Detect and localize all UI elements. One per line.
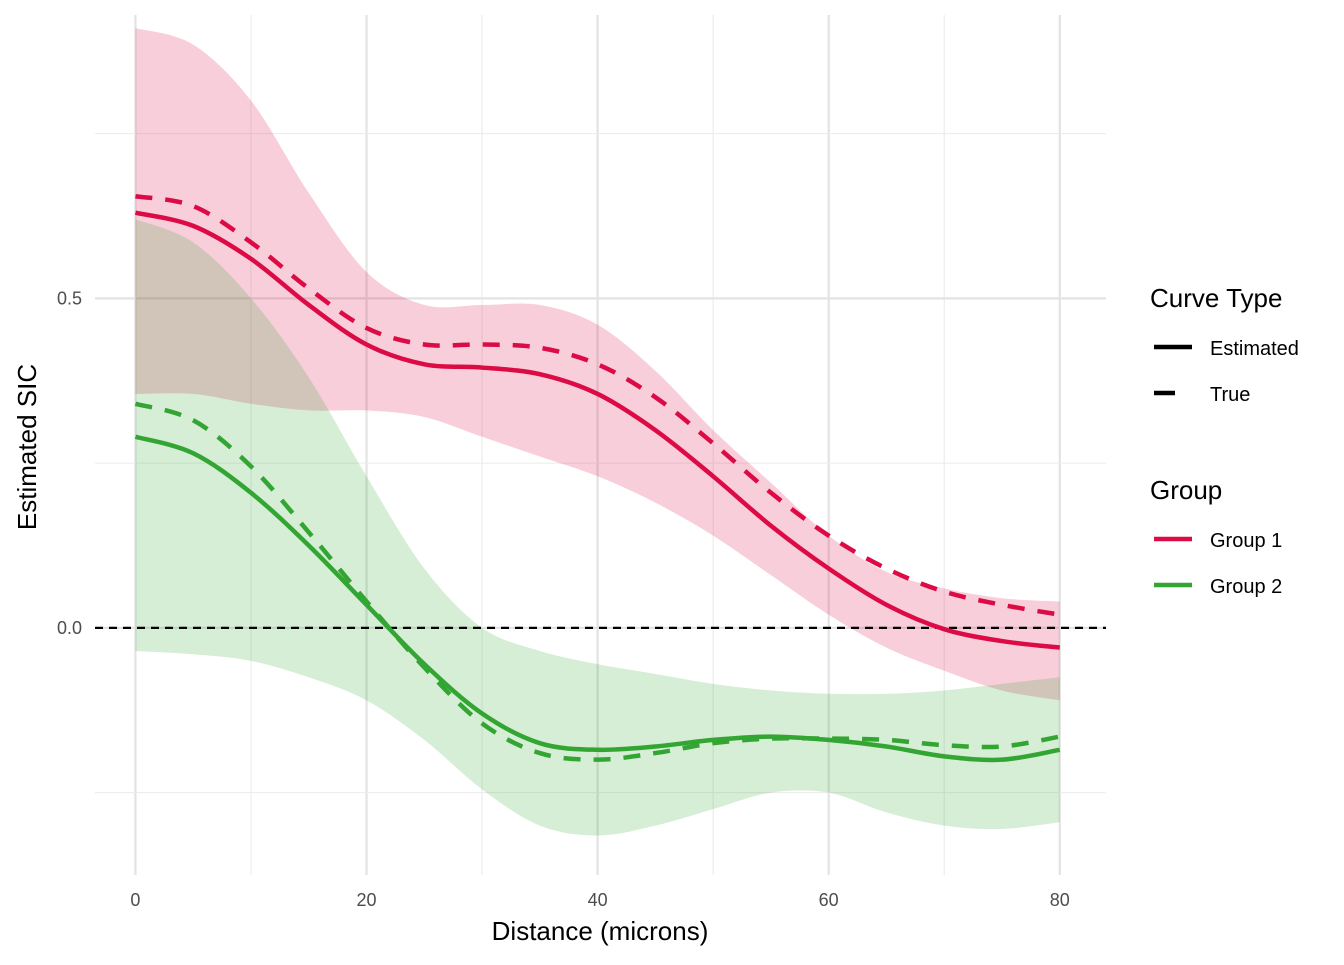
x-tick-label: 20 [357, 890, 377, 910]
legend-group: Group Group 1 Group 2 [1150, 475, 1282, 598]
x-tick-label: 80 [1050, 890, 1070, 910]
y-tick-label: 0.5 [57, 288, 82, 308]
series-line-group-1-true [135, 194, 1061, 617]
series-line-group-2-estimated [134, 434, 1061, 763]
y-tick-label: 0.0 [57, 618, 82, 638]
legend-label-estimated: Estimated [1210, 338, 1299, 360]
series-line-group-1-estimated [134, 210, 1061, 650]
series-lines [134, 194, 1061, 763]
confidence-bands [135, 28, 1060, 836]
x-tick-label: 60 [819, 890, 839, 910]
x-tick-label: 0 [130, 890, 140, 910]
x-axis-title: Distance (microns) [492, 916, 709, 946]
legend-label-group-2: Group 2 [1210, 576, 1282, 598]
series-line-group-2-true [134, 401, 1061, 762]
legend-curve-type: Curve Type Estimated True [1150, 283, 1299, 406]
confidence-band-group-1 [135, 28, 1060, 701]
y-axis-title: Estimated SIC [12, 364, 42, 530]
tick-labels: 0 20 40 60 80 0.0 0.5 [57, 288, 1070, 910]
confidence-band-group-2 [135, 219, 1060, 836]
legend-title-group: Group [1150, 475, 1222, 505]
x-tick-label: 40 [588, 890, 608, 910]
legend-label-true: True [1210, 384, 1250, 406]
legend-title-curve-type: Curve Type [1150, 283, 1282, 313]
legend-label-group-1: Group 1 [1210, 530, 1282, 552]
